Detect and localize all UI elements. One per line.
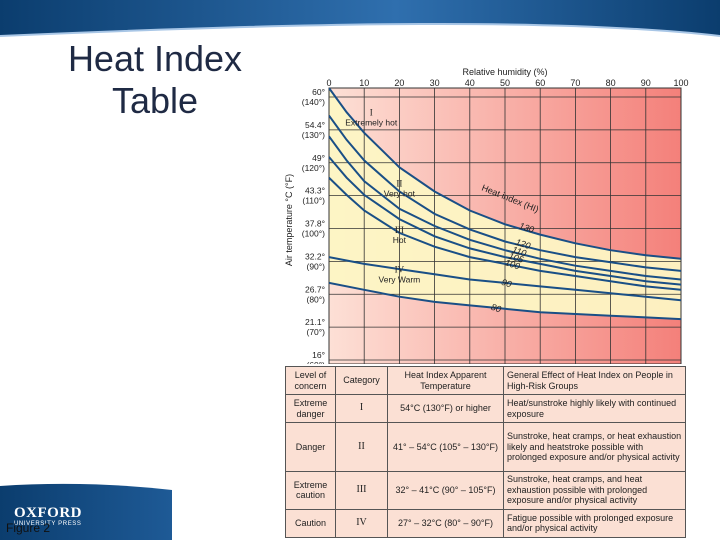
y-tick-label-celsius: 16° bbox=[312, 350, 325, 360]
heat-index-chart: Relative humidity (%) 0 10 20 30 40 50 60 70 80 9… bbox=[284, 67, 689, 364]
table-cell: III bbox=[335, 470, 388, 510]
zone-roman-label: I bbox=[370, 108, 373, 118]
x-tick-label: 90 bbox=[641, 78, 651, 88]
heat-index-curve-100 bbox=[329, 176, 681, 291]
y-tick-label-celsius: 21.1° bbox=[305, 317, 325, 327]
table-cell: Sunstroke, heat cramps, and heat exhaust… bbox=[503, 470, 686, 510]
table-row: Caution IV 27° – 32°C (80° – 90°F) Fatig… bbox=[285, 508, 686, 539]
zone-roman-label: II bbox=[396, 178, 402, 188]
y-tick-label-fahrenheit: (140°) bbox=[302, 97, 325, 107]
y-tick-label-fahrenheit: (110°) bbox=[302, 196, 325, 206]
heat-index-category-table: Level of concern Category Heat Index App… bbox=[285, 366, 686, 539]
heat-index-curve-110 bbox=[329, 135, 681, 281]
heat-index-curve-105 bbox=[329, 156, 681, 286]
heat-index-curve-90 bbox=[329, 256, 681, 302]
curve-label-120: 120 bbox=[514, 237, 531, 251]
zone-name-label: Hot bbox=[393, 235, 407, 245]
table-cell: 54°C (130°F) or higher bbox=[387, 393, 504, 424]
heat-index-curve-80 bbox=[329, 281, 681, 321]
heat-index-curves bbox=[329, 88, 681, 321]
zone-name-label: Very hot bbox=[384, 188, 416, 198]
y-tick-label-celsius: 37.8° bbox=[305, 219, 325, 229]
curve-label-110: 110 bbox=[511, 244, 528, 258]
table-header-row: Level of concern Category Heat Index App… bbox=[285, 366, 686, 395]
table-header-cell: Heat Index Apparent Temperature bbox=[387, 366, 504, 395]
x-tick-label: 60 bbox=[535, 78, 545, 88]
table-cell: Danger bbox=[285, 422, 336, 472]
x-tick-label: 0 bbox=[326, 78, 331, 88]
x-axis-title: Relative humidity (%) bbox=[462, 67, 547, 77]
y-tick-label-celsius: 49° bbox=[312, 153, 325, 163]
table-cell: IV bbox=[335, 508, 388, 539]
bottom-banner-band bbox=[0, 483, 172, 540]
top-banner-band bbox=[0, 0, 720, 37]
x-tick-label: 50 bbox=[500, 78, 510, 88]
table-cell: II bbox=[335, 422, 388, 472]
x-tick-label: 80 bbox=[606, 78, 616, 88]
y-tick-labels: 60°(140°) 54.4°(130°) 49°(120°) 43.3°(110°)… bbox=[302, 87, 325, 364]
y-tick-label-fahrenheit: (80°) bbox=[306, 294, 325, 304]
table-header-cell: Category bbox=[335, 366, 388, 395]
y-tick-label-fahrenheit: (130°) bbox=[302, 130, 325, 140]
curve-label-105: 105 bbox=[507, 251, 525, 265]
x-tick-label: 30 bbox=[430, 78, 440, 88]
table-cell: 32° – 41°C (90° – 105°F) bbox=[387, 470, 504, 510]
slide-title: Heat Index Table bbox=[40, 38, 270, 122]
curve-label-100: 100 bbox=[504, 257, 521, 271]
zone-roman-label: IV bbox=[395, 265, 405, 275]
y-tick-label-celsius: 43.3° bbox=[305, 186, 325, 196]
x-tick-label: 20 bbox=[394, 78, 404, 88]
figure-caption: Figure 2 bbox=[6, 521, 51, 535]
x-tick-labels: 0 10 20 30 40 50 60 70 80 90 100 bbox=[326, 78, 688, 88]
y-tick-label-fahrenheit: (100°) bbox=[302, 229, 325, 239]
y-tick-label-celsius: 60° bbox=[312, 87, 325, 97]
curve-label-130: 130 bbox=[518, 221, 535, 235]
table-cell: Extreme danger bbox=[285, 393, 336, 424]
y-tick-label-fahrenheit: (120°) bbox=[302, 163, 325, 173]
slide-title-line-2: Table bbox=[111, 80, 199, 121]
table-cell: 41° – 54°C (105° – 130°F) bbox=[387, 422, 504, 472]
zone-name-label: Very Warm bbox=[379, 275, 421, 285]
table-cell: Heat/sunstroke highly likely with contin… bbox=[503, 393, 686, 424]
slide-title-line-1: Heat Index bbox=[67, 38, 243, 79]
table-cell: Fatigue possible with prolonged exposure… bbox=[503, 508, 686, 539]
table-cell: Caution bbox=[285, 508, 336, 539]
y-tick-label-celsius: 26.7° bbox=[305, 284, 325, 294]
x-tick-label: 10 bbox=[359, 78, 369, 88]
publisher-logo-subtext: UNIVERSITY PRESS bbox=[14, 521, 82, 527]
table-header-cell: General Effect of Heat Index on People i… bbox=[503, 366, 686, 395]
x-tick-label: 70 bbox=[570, 78, 580, 88]
zone-name-label: Extremely hot bbox=[345, 118, 398, 128]
y-tick-label-fahrenheit: (70°) bbox=[306, 327, 325, 337]
x-tick-label: 40 bbox=[465, 78, 475, 88]
curve-label-80: 80 bbox=[490, 302, 503, 315]
y-tick-label-fahrenheit: (90°) bbox=[306, 261, 325, 271]
y-tick-label-celsius: 32.2° bbox=[305, 251, 325, 261]
heat-index-curve-120 bbox=[329, 115, 681, 272]
table-row: Extreme caution III 32° – 41°C (90° – 10… bbox=[285, 470, 686, 510]
y-tick-label-celsius: 54.4° bbox=[305, 120, 325, 130]
plot-frame bbox=[328, 87, 682, 364]
publisher-logo: OXFORD bbox=[14, 505, 82, 521]
y-tick-label-fahrenheit: (60°) bbox=[306, 360, 325, 364]
heat-index-curve-130 bbox=[329, 88, 681, 260]
table-cell: 27° – 32°C (80° – 90°F) bbox=[387, 508, 504, 539]
table-cell: Sunstroke, heat cramps, or heat exhausti… bbox=[503, 422, 686, 472]
table-row: Danger II 41° – 54°C (105° – 130°F) Suns… bbox=[285, 422, 686, 472]
table-cell: I bbox=[335, 393, 388, 424]
table-row: Extreme danger I 54°C (130°F) or higher … bbox=[285, 393, 686, 424]
y-axis-title: Air temperature °C (°F) bbox=[284, 174, 294, 266]
table-cell: Extreme caution bbox=[285, 470, 336, 510]
zone-roman-label: III bbox=[395, 225, 404, 235]
curve-label-90: 90 bbox=[500, 277, 513, 290]
x-tick-label: 100 bbox=[673, 78, 688, 88]
table-header-cell: Level of concern bbox=[285, 366, 336, 395]
